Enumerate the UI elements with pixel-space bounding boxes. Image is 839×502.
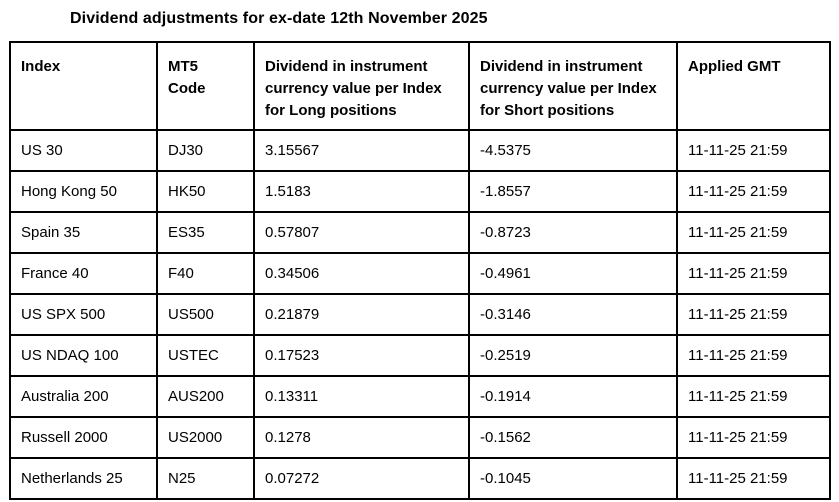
header-row: Index MT5 Code Dividend in instrument cu…: [9, 41, 831, 131]
cell-applied-gmt: 11-11-25 21:59: [676, 334, 831, 377]
cell-mt5-code: DJ30: [156, 129, 255, 172]
cell-mt5-code: N25: [156, 457, 255, 500]
cell-applied-gmt: 11-11-25 21:59: [676, 211, 831, 254]
cell-long-value: 3.15567: [253, 129, 470, 172]
cell-index: Netherlands 25: [9, 457, 158, 500]
table-row: Australia 200 AUS200 0.13311 -0.1914 11-…: [9, 375, 831, 418]
cell-short-value: -0.8723: [468, 211, 678, 254]
cell-mt5-code: HK50: [156, 170, 255, 213]
cell-mt5-code: ES35: [156, 211, 255, 254]
cell-applied-gmt: 11-11-25 21:59: [676, 129, 831, 172]
cell-mt5-code: US500: [156, 293, 255, 336]
column-header-short-dividend: Dividend in instrument currency value pe…: [468, 41, 678, 131]
cell-long-value: 0.34506: [253, 252, 470, 295]
column-header-mt5-code: MT5 Code: [156, 41, 255, 131]
cell-short-value: -1.8557: [468, 170, 678, 213]
cell-long-value: 0.13311: [253, 375, 470, 418]
column-header-long-dividend: Dividend in instrument currency value pe…: [253, 41, 470, 131]
cell-applied-gmt: 11-11-25 21:59: [676, 252, 831, 295]
cell-short-value: -0.3146: [468, 293, 678, 336]
cell-index: Russell 2000: [9, 416, 158, 459]
cell-index: US NDAQ 100: [9, 334, 158, 377]
cell-applied-gmt: 11-11-25 21:59: [676, 375, 831, 418]
table-row: France 40 F40 0.34506 -0.4961 11-11-25 2…: [9, 252, 831, 295]
cell-applied-gmt: 11-11-25 21:59: [676, 416, 831, 459]
table-row: US SPX 500 US500 0.21879 -0.3146 11-11-2…: [9, 293, 831, 336]
cell-index: US SPX 500: [9, 293, 158, 336]
table-body: US 30 DJ30 3.15567 -4.5375 11-11-25 21:5…: [9, 129, 831, 500]
cell-index: France 40: [9, 252, 158, 295]
table-header: Index MT5 Code Dividend in instrument cu…: [9, 41, 831, 131]
cell-mt5-code: AUS200: [156, 375, 255, 418]
cell-applied-gmt: 11-11-25 21:59: [676, 170, 831, 213]
cell-mt5-code: US2000: [156, 416, 255, 459]
cell-short-value: -0.1045: [468, 457, 678, 500]
table-row: Russell 2000 US2000 0.1278 -0.1562 11-11…: [9, 416, 831, 459]
cell-short-value: -0.1914: [468, 375, 678, 418]
cell-applied-gmt: 11-11-25 21:59: [676, 457, 831, 500]
cell-long-value: 0.57807: [253, 211, 470, 254]
table-row: Netherlands 25 N25 0.07272 -0.1045 11-11…: [9, 457, 831, 500]
table-row: Spain 35 ES35 0.57807 -0.8723 11-11-25 2…: [9, 211, 831, 254]
cell-short-value: -0.2519: [468, 334, 678, 377]
cell-index: Australia 200: [9, 375, 158, 418]
cell-applied-gmt: 11-11-25 21:59: [676, 293, 831, 336]
dividend-adjustments-table: Index MT5 Code Dividend in instrument cu…: [9, 41, 831, 500]
cell-long-value: 0.21879: [253, 293, 470, 336]
cell-long-value: 0.17523: [253, 334, 470, 377]
cell-mt5-code: F40: [156, 252, 255, 295]
cell-short-value: -4.5375: [468, 129, 678, 172]
cell-long-value: 0.1278: [253, 416, 470, 459]
cell-index: Hong Kong 50: [9, 170, 158, 213]
cell-long-value: 1.5183: [253, 170, 470, 213]
cell-short-value: -0.1562: [468, 416, 678, 459]
cell-index: Spain 35: [9, 211, 158, 254]
cell-index: US 30: [9, 129, 158, 172]
table-row: Hong Kong 50 HK50 1.5183 -1.8557 11-11-2…: [9, 170, 831, 213]
column-header-index: Index: [9, 41, 158, 131]
page-title: Dividend adjustments for ex-date 12th No…: [70, 10, 488, 27]
cell-long-value: 0.07272: [253, 457, 470, 500]
column-header-applied-gmt: Applied GMT: [676, 41, 831, 131]
table-row: US NDAQ 100 USTEC 0.17523 -0.2519 11-11-…: [9, 334, 831, 377]
cell-short-value: -0.4961: [468, 252, 678, 295]
table-row: US 30 DJ30 3.15567 -4.5375 11-11-25 21:5…: [9, 129, 831, 172]
cell-mt5-code: USTEC: [156, 334, 255, 377]
